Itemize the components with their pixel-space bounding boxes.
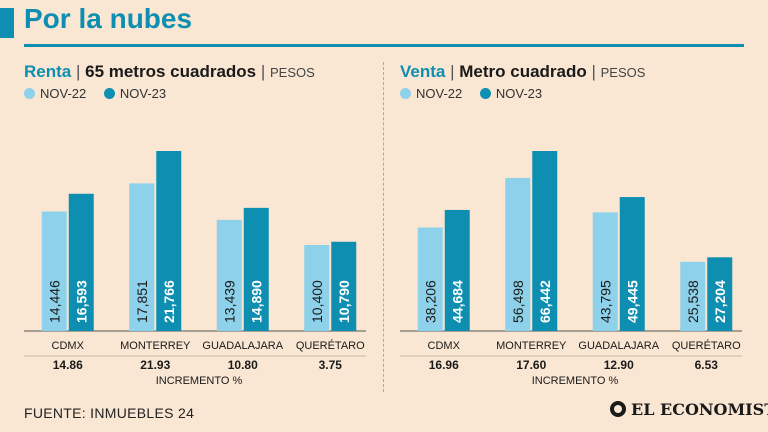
venta-legend-nov23-label: NOV-23: [495, 86, 543, 101]
venta-bar-nov23: [444, 209, 470, 331]
legend-swatch-nov23: [479, 88, 491, 99]
renta-label-nov22: 17,851: [134, 280, 150, 323]
venta-bar-nov22: [592, 212, 618, 331]
venta-label-nov23: 66,442: [537, 280, 553, 323]
venta-label-nov22: 38,206: [422, 280, 438, 323]
renta-bar-nov23: [331, 241, 357, 331]
venta-label-nov23: 44,684: [449, 280, 465, 323]
legend-swatch-nov22: [400, 88, 411, 99]
venta-label-nov22: 25,538: [685, 280, 701, 323]
venta-bar-nov22: [417, 227, 443, 331]
renta-bar-nov22: [216, 219, 242, 331]
venta-increment-caption: INCREMENTO %: [532, 375, 619, 387]
renta-category-label: MONTERREY: [120, 340, 191, 352]
renta-increment-value: 3.75: [319, 358, 343, 372]
logo-icon: [610, 401, 626, 417]
publisher-logo: EL ECONOMISTA: [610, 400, 768, 419]
venta-category-label: GUADALAJARA: [578, 340, 659, 352]
venta-label-nov22: 56,498: [510, 280, 526, 323]
venta-bar-nov22: [505, 177, 531, 331]
renta-label-nov22: 10,400: [309, 280, 325, 323]
venta-legend-nov22: NOV-22: [400, 86, 462, 101]
source-note: FUENTE: INMUEBLES 24: [24, 405, 195, 421]
renta-legend-nov22: NOV-22: [24, 86, 86, 101]
renta-label-nov23: 14,890: [248, 280, 264, 323]
venta-increment-value: 17.60: [516, 358, 546, 372]
venta-legend-nov23: NOV-23: [479, 86, 543, 101]
logo-text: EL ECONOMISTA: [631, 400, 768, 419]
renta-label-nov23: 16,593: [73, 280, 89, 323]
venta-legend-nov22-label: NOV-22: [416, 86, 463, 101]
renta-category-label: CDMX: [52, 340, 85, 352]
venta-legend: NOV-22 NOV-23: [400, 86, 556, 101]
legend-swatch-nov23: [103, 88, 115, 99]
renta-legend-nov23-label: NOV-23: [119, 86, 167, 101]
renta-title-accent: Renta: [24, 62, 72, 81]
venta-bar-nov23: [619, 197, 645, 331]
renta-increment-value: 21.93: [140, 358, 170, 372]
renta-label-nov23: 21,766: [161, 280, 177, 323]
venta-increment-value: 12.90: [604, 358, 634, 372]
page-title: Por la nubes: [24, 3, 193, 34]
renta-title-main: 65 metros cuadrados: [85, 62, 257, 81]
renta-increment-value: 14.86: [53, 358, 83, 372]
venta-increment-value: 6.53: [695, 358, 719, 372]
renta-label-nov22: 14,446: [46, 280, 62, 323]
renta-category-label: QUERÉTARO: [296, 339, 365, 352]
renta-panel-title: Renta | 65 metros cuadrados | PESOS: [24, 62, 315, 81]
renta-legend: NOV-22 NOV-23: [24, 86, 180, 101]
renta-bar-nov23: [68, 193, 94, 331]
renta-legend-nov22-label: NOV-22: [40, 86, 87, 101]
panel-divider: [383, 62, 384, 392]
renta-bar-nov23: [243, 207, 269, 331]
renta-legend-nov23: NOV-23: [103, 86, 167, 101]
venta-increment-value: 16.96: [429, 358, 459, 372]
venta-label-nov23: 27,204: [712, 280, 728, 323]
renta-label-nov22: 13,439: [221, 280, 237, 323]
venta-label-nov22: 43,795: [597, 280, 613, 323]
venta-category-label: QUERÉTARO: [672, 339, 741, 352]
venta-title-accent: Venta: [400, 62, 446, 81]
renta-bar-nov22: [41, 211, 67, 331]
renta-bar-nov22: [304, 244, 330, 331]
venta-bar-nov23: [532, 151, 558, 331]
legend-swatch-nov22: [24, 88, 35, 99]
renta-bar-nov22: [129, 183, 155, 331]
renta-increment-value: 10.80: [228, 358, 258, 372]
venta-bar-nov22: [680, 261, 706, 331]
venta-label-nov23: 49,445: [624, 280, 640, 323]
venta-bar-nov23: [707, 257, 733, 331]
venta-category-label: MONTERREY: [496, 340, 567, 352]
renta-label-nov23: 10,790: [336, 280, 352, 323]
renta-title-unit: PESOS: [270, 65, 315, 80]
venta-title-main: Metro cuadrado: [459, 62, 587, 81]
title-accent-bar: [0, 8, 14, 38]
renta-increment-caption: INCREMENTO %: [156, 375, 243, 387]
renta-category-label: GUADALAJARA: [202, 340, 283, 352]
renta-bar-nov23: [156, 151, 182, 331]
venta-title-unit: PESOS: [600, 65, 646, 80]
venta-panel-title: Venta | Metro cuadrado | PESOS: [400, 62, 646, 81]
venta-category-label: CDMX: [428, 340, 461, 352]
title-rule: [24, 44, 744, 47]
